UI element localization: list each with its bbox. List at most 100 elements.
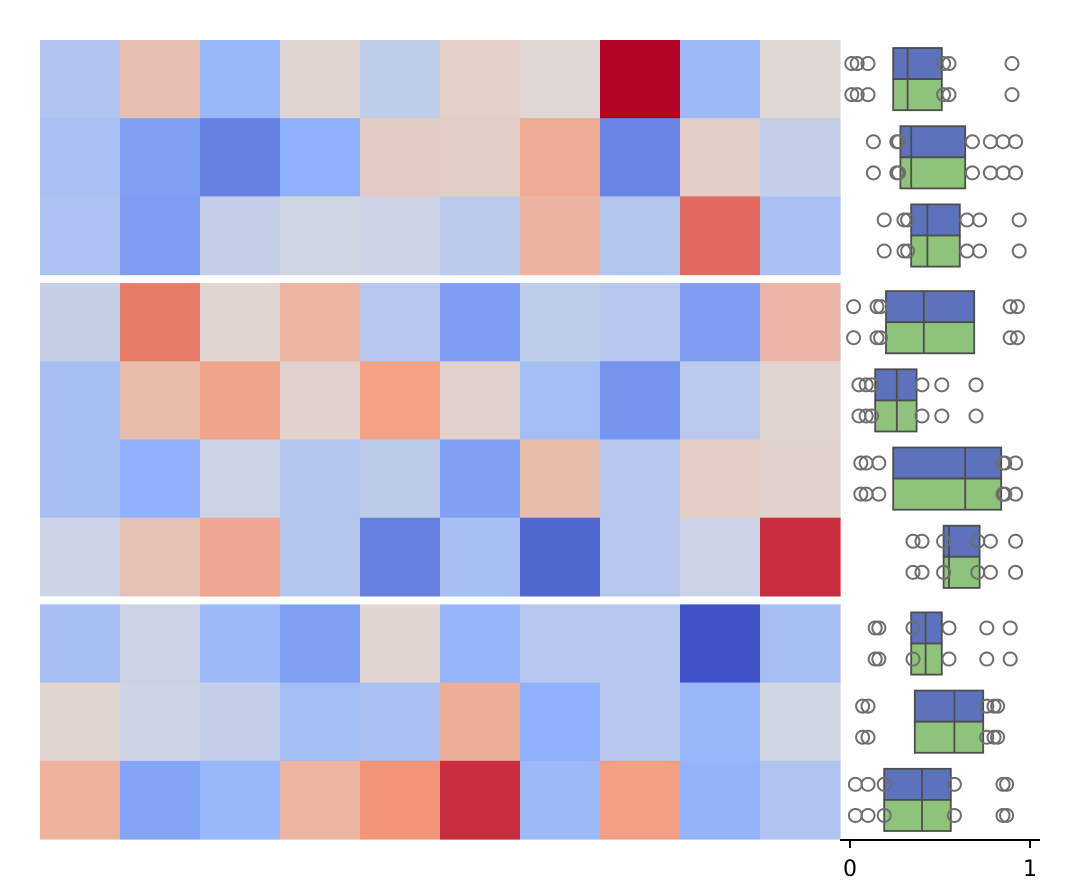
- heatmap-cell-r2-c7: [600, 196, 681, 276]
- box-lower-1: [899, 156, 967, 190]
- heatmap-cell-r1-c9: [760, 118, 841, 197]
- outlier-9-2-lower: [876, 807, 892, 823]
- heatmap-cell-r4-c3: [280, 361, 361, 441]
- heatmap-cell-r9-c3: [280, 760, 361, 840]
- outlier-7-5-upper: [1002, 620, 1018, 636]
- outlier-7-2-upper: [905, 620, 921, 636]
- heatmap-cell-r2-c1: [120, 196, 201, 276]
- box-lower-7: [910, 642, 943, 676]
- boxplot-row-8: [855, 689, 1006, 754]
- heatmap: [40, 40, 841, 840]
- heatmap-cell-r7-c2: [200, 604, 281, 684]
- outlier-7-1-lower: [871, 651, 887, 667]
- outlier-2-4-upper: [972, 212, 988, 228]
- heatmap-cell-r3-c3: [280, 283, 361, 362]
- heatmap-cell-r2-c3: [280, 196, 361, 276]
- box-upper-8: [913, 689, 985, 723]
- outlier-3-2-upper: [873, 299, 889, 315]
- outlier-7-5-lower: [1002, 651, 1018, 667]
- outlier-4-1-lower: [858, 408, 874, 424]
- outlier-0-3-lower: [936, 87, 952, 103]
- heatmap-cell-r6-c9: [760, 517, 841, 597]
- heatmap-cell-r0-c0: [40, 40, 121, 119]
- outlier-8-1-lower: [860, 729, 876, 745]
- heatmap-cell-r9-c1: [120, 760, 201, 840]
- outlier-6-4-lower: [982, 564, 998, 580]
- heatmap-cell-r8-c0: [40, 682, 121, 762]
- heatmap-cell-r8-c7: [600, 682, 681, 762]
- boxplot-row-0: [844, 47, 1020, 112]
- outlier-1-3-upper: [964, 134, 980, 150]
- outlier-4-3-upper: [914, 377, 930, 393]
- heatmap-cell-r3-c5: [440, 283, 521, 362]
- boxplot-row-4: [851, 368, 984, 433]
- outlier-0-4-lower: [941, 87, 957, 103]
- heatmap-cell-r1-c3: [280, 118, 361, 197]
- outlier-9-1-lower: [860, 807, 876, 823]
- heatmap-cell-r5-c8: [680, 439, 761, 519]
- heatmap-cell-r5-c1: [120, 439, 201, 519]
- outlier-2-2-lower: [900, 243, 916, 259]
- outlier-0-0-lower: [844, 87, 860, 103]
- box-upper-9: [883, 767, 952, 801]
- heatmap-cell-r8-c2: [200, 682, 281, 762]
- outlier-4-2-upper: [864, 377, 880, 393]
- heatmap-cell-r1-c5: [440, 118, 521, 197]
- box-lower-0: [892, 78, 943, 112]
- heatmap-cell-r0-c9: [760, 40, 841, 119]
- outlier-8-0-lower: [855, 729, 871, 745]
- box-upper-0: [892, 47, 943, 81]
- outlier-1-0-lower: [865, 165, 881, 181]
- outlier-7-4-upper: [979, 620, 995, 636]
- heatmap-cell-r1-c6: [520, 118, 601, 197]
- heatmap-cell-r3-c7: [600, 283, 681, 362]
- outlier-4-4-lower: [934, 408, 950, 424]
- heatmap-cell-r9-c7: [600, 760, 681, 840]
- outlier-1-6-upper: [1008, 134, 1024, 150]
- heatmap-cell-r7-c5: [440, 604, 521, 684]
- heatmap-cell-r8-c3: [280, 682, 361, 762]
- heatmap-cell-r3-c4: [360, 283, 441, 362]
- outlier-2-3-upper: [959, 212, 975, 228]
- box-upper-3: [885, 290, 976, 324]
- outlier-2-5-lower: [1011, 243, 1027, 259]
- outlier-3-3-upper: [1002, 299, 1018, 315]
- heatmap-cell-r5-c5: [440, 439, 521, 519]
- heatmap-cell-r0-c6: [520, 40, 601, 119]
- outlier-4-1-upper: [858, 377, 874, 393]
- heatmap-cell-r5-c0: [40, 439, 121, 519]
- x-tick-label-0: 0: [843, 857, 857, 880]
- outlier-1-2-upper: [891, 134, 907, 150]
- heatmap-cell-r9-c9: [760, 760, 841, 840]
- heatmap-cell-r3-c2: [200, 283, 281, 362]
- outlier-2-2-upper: [900, 212, 916, 228]
- outlier-4-2-lower: [864, 408, 880, 424]
- outlier-8-4-lower: [990, 729, 1006, 745]
- heatmap-cell-r6-c6: [520, 517, 601, 597]
- heatmap-cell-r7-c3: [280, 604, 361, 684]
- boxplot-row-1: [865, 125, 1024, 190]
- outlier-1-6-lower: [1008, 165, 1024, 181]
- box-upper-7: [910, 611, 943, 645]
- outlier-3-4-lower: [1009, 330, 1025, 346]
- heatmap-cell-r1-c8: [680, 118, 761, 197]
- heatmap-cell-r3-c9: [760, 283, 841, 362]
- outlier-1-4-lower: [982, 165, 998, 181]
- outlier-9-3-upper: [946, 776, 962, 792]
- outlier-9-0-upper: [847, 776, 863, 792]
- heatmap-cell-r4-c4: [360, 361, 441, 441]
- x-tick-label-1: 1: [1023, 857, 1037, 880]
- box-upper-2: [910, 203, 961, 237]
- outlier-9-0-lower: [847, 807, 863, 823]
- heatmap-cell-r0-c3: [280, 40, 361, 119]
- heatmap-cell-r4-c9: [760, 361, 841, 441]
- outlier-4-5-lower: [968, 408, 984, 424]
- heatmap-cell-r6-c3: [280, 517, 361, 597]
- outlier-0-3-upper: [936, 56, 952, 72]
- outlier-5-5-upper: [1008, 455, 1024, 471]
- boxplot-panel: [844, 47, 1027, 832]
- heatmap-cell-r5-c3: [280, 439, 361, 519]
- outlier-0-0-upper: [844, 56, 860, 72]
- outlier-8-2-lower: [979, 729, 995, 745]
